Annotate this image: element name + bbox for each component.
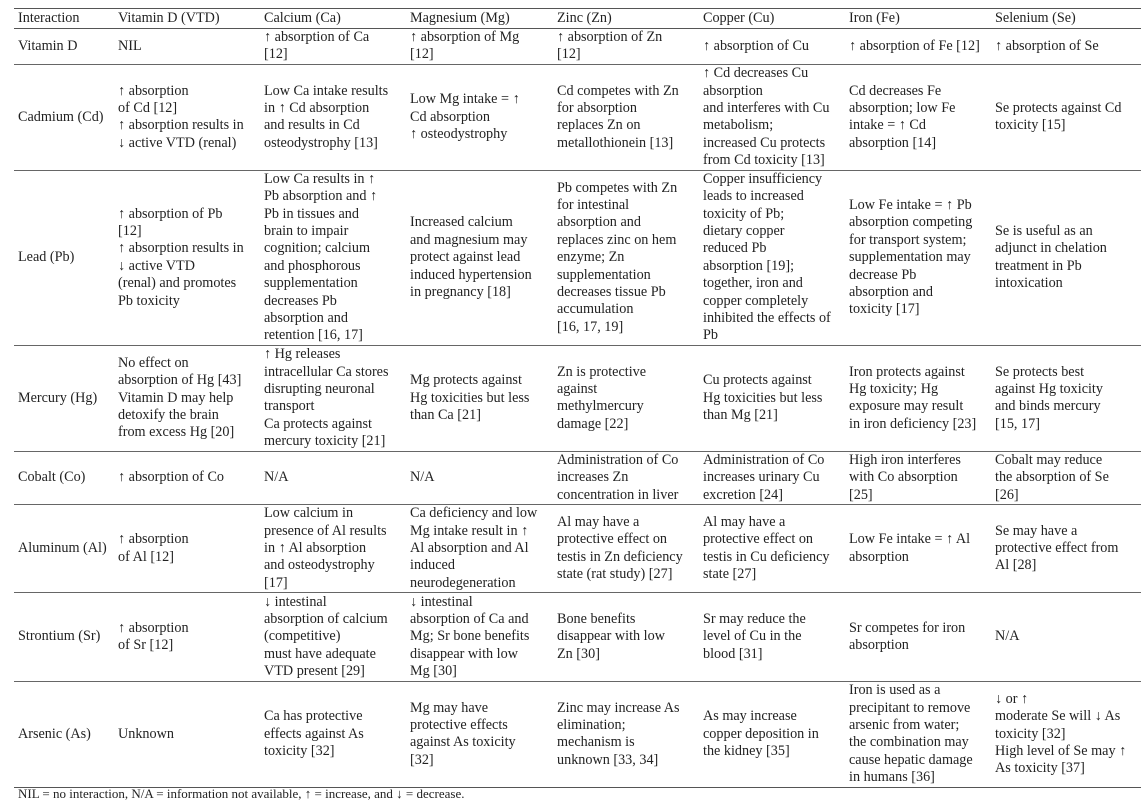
table-cell: Administration of Co increases urinary C… [699, 451, 845, 506]
table-row: Cobalt (Co) ↑ absorption of Co N/A N/A Admin… [14, 451, 1141, 506]
table-row: Arsenic (As) Unknown Ca has protective eff… [14, 681, 1141, 788]
table-cell: No effect on absorption of Hg [43] Vitam… [114, 345, 260, 452]
column-header: Vitamin D (VTD) [114, 8, 260, 29]
row-label: Lead (Pb) [14, 170, 114, 346]
table-cell: Copper insufficiency leads to increased … [699, 170, 845, 346]
table-cell: Ca deficiency and low Mg intake result i… [406, 504, 553, 594]
table-cell: ↑ Hg releases intracellular Ca stores di… [260, 345, 406, 452]
interaction-table: Interaction Vitamin D (VTD) Calcium (Ca) Ma… [14, 8, 1141, 788]
table-row: Strontium (Sr) ↑ absorption of Sr [12] ↓ i… [14, 592, 1141, 683]
column-header: Iron (Fe) [845, 8, 991, 29]
table-cell: Se protects against Cd toxicity [15] [991, 64, 1141, 171]
table-cell: Al may have a protective effect on testi… [699, 504, 845, 594]
column-header: Zinc (Zn) [553, 8, 699, 29]
table-cell: Iron is used as a precipitant to remove … [845, 681, 991, 788]
table-cell: ↓ or ↑ moderate Se will ↓ As toxicity [3… [991, 681, 1141, 788]
table-cell: Iron protects against Hg toxicity; Hg ex… [845, 345, 991, 452]
table-cell: High iron interferes with Co absorption … [845, 451, 991, 506]
table-cell: ↓ intestinal absorption of calcium (comp… [260, 592, 406, 683]
table-cell: Low Mg intake = ↑ Cd absorption ↑ osteod… [406, 64, 553, 171]
table-cell: Mg may have protective effects against A… [406, 681, 553, 788]
table-row: Lead (Pb) ↑ absorption of Pb [12] ↑ absor… [14, 170, 1141, 346]
table-cell: ↑ absorption of Ca [12] [260, 28, 406, 65]
table-cell: ↑ absorption of Mg [12] [406, 28, 553, 65]
row-label: Mercury (Hg) [14, 345, 114, 452]
row-label: Aluminum (Al) [14, 504, 114, 594]
table-cell: Low Ca results in ↑ Pb absorption and ↑ … [260, 170, 406, 346]
table-cell: ↑ absorption of Cd [12] ↑ absorption res… [114, 64, 260, 171]
table-cell: Ca has protective effects against As tox… [260, 681, 406, 788]
table-cell: Low calcium in presence of Al results in… [260, 504, 406, 594]
table-cell: ↑ absorption of Co [114, 451, 260, 506]
table-row: Aluminum (Al) ↑ absorption of Al [12] Low … [14, 504, 1141, 594]
header-row: Interaction Vitamin D (VTD) Calcium (Ca) Ma… [14, 8, 1141, 29]
table-row: Vitamin D NIL ↑ absorption of Ca [12] ↑ abs… [14, 28, 1141, 65]
table-cell: Cobalt may reduce the absorption of Se [… [991, 451, 1141, 506]
table-cell: Bone benefits disappear with low Zn [30] [553, 592, 699, 683]
table-cell: Low Ca intake results in ↑ Cd absorption… [260, 64, 406, 171]
column-header: Interaction [14, 8, 114, 29]
table-cell: Sr may reduce the level of Cu in the blo… [699, 592, 845, 683]
table-cell: Sr competes for iron absorption [845, 592, 991, 683]
table-cell: N/A [991, 592, 1141, 683]
table-row: Mercury (Hg) No effect on absorption of H… [14, 345, 1141, 452]
table-cell: Increased calcium and magnesium may prot… [406, 170, 553, 346]
table-cell: Cd competes with Zn for absorption repla… [553, 64, 699, 171]
table-cell: Low Fe intake = ↑ Al absorption [845, 504, 991, 594]
table-footnote: NIL = no interaction, N/A = information … [18, 786, 465, 801]
table-cell: ↑ absorption of Cu [699, 28, 845, 65]
table-cell: Zn is protective against methylmercury d… [553, 345, 699, 452]
table-cell: Low Fe intake = ↑ Pb absorption competin… [845, 170, 991, 346]
table-cell: Cu protects against Hg toxicities but le… [699, 345, 845, 452]
table-cell: Administration of Co increases Zn concen… [553, 451, 699, 506]
table-cell: ↑ absorption of Se [991, 28, 1141, 65]
row-label: Cadmium (Cd) [14, 64, 114, 171]
column-header: Copper (Cu) [699, 8, 845, 29]
row-label: Cobalt (Co) [14, 451, 114, 506]
table-cell: Mg protects against Hg toxicities but le… [406, 345, 553, 452]
column-header: Calcium (Ca) [260, 8, 406, 29]
table-cell: Se may have a protective effect from Al … [991, 504, 1141, 594]
table-cell: Al may have a protective effect on testi… [553, 504, 699, 594]
column-header: Magnesium (Mg) [406, 8, 553, 29]
table-cell: ↑ absorption of Fe [12] [845, 28, 991, 65]
table-cell: N/A [260, 451, 406, 506]
table-cell: ↑ absorption of Al [12] [114, 504, 260, 594]
table-cell: ↑ Cd decreases Cu absorption and interfe… [699, 64, 845, 171]
table-cell: ↑ absorption of Pb [12] ↑ absorption res… [114, 170, 260, 346]
row-label: Arsenic (As) [14, 681, 114, 788]
table-cell: As may increase copper deposition in the… [699, 681, 845, 788]
table-cell: Se is useful as an adjunct in chelation … [991, 170, 1141, 346]
table-cell: N/A [406, 451, 553, 506]
table-cell: Unknown [114, 681, 260, 788]
table-cell: Zinc may increase As elimination; mechan… [553, 681, 699, 788]
table-cell: Cd decreases Fe absorption; low Fe intak… [845, 64, 991, 171]
table-cell: Se protects best against Hg toxicity and… [991, 345, 1141, 452]
table-cell: ↑ absorption of Sr [12] [114, 592, 260, 683]
row-label: Strontium (Sr) [14, 592, 114, 683]
row-label: Vitamin D [14, 28, 114, 65]
table-cell: ↑ absorption of Zn [12] [553, 28, 699, 65]
table-cell: Pb competes with Zn for intestinal absor… [553, 170, 699, 346]
table-cell: NIL [114, 28, 260, 65]
column-header: Selenium (Se) [991, 8, 1141, 29]
table-cell: ↓ intestinal absorption of Ca and Mg; Sr… [406, 592, 553, 683]
table-row: Cadmium (Cd) ↑ absorption of Cd [12] ↑ ab… [14, 64, 1141, 171]
